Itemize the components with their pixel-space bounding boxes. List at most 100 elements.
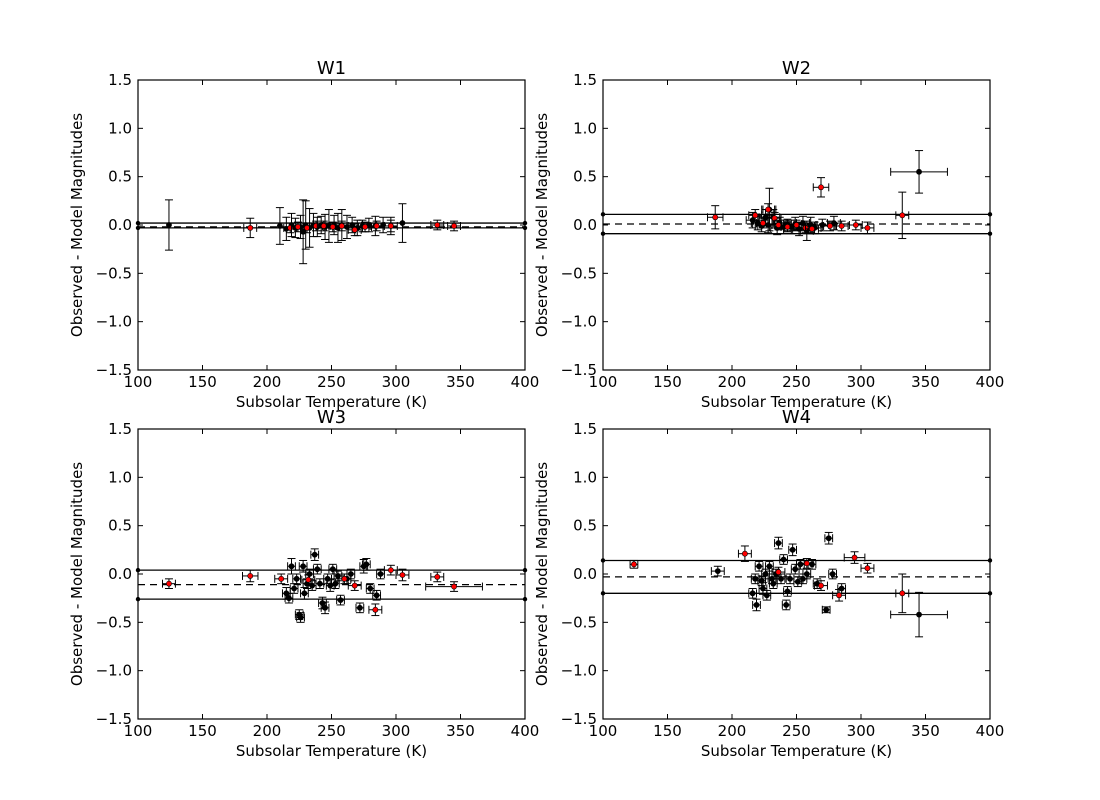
red-marker: [387, 223, 394, 229]
red-data-point: [756, 217, 770, 229]
red-marker: [864, 224, 871, 231]
black-data-point: [300, 587, 309, 600]
black-data-point: [762, 589, 772, 601]
black-data-point: [802, 568, 812, 580]
black-marker: [763, 592, 770, 599]
x-tick-label: 300: [847, 373, 876, 391]
y-tick-label: −1.5: [561, 361, 597, 379]
red-data-point: [629, 559, 639, 569]
red-marker: [818, 582, 824, 589]
red-marker: [771, 215, 778, 222]
y-tick-label: −0.5: [96, 613, 132, 631]
red-data-point: [430, 219, 445, 231]
black-data-point: [315, 578, 325, 589]
black-marker: [838, 585, 845, 592]
red-data-point: [761, 203, 776, 216]
black-marker: [301, 590, 308, 597]
x-tick-label: 400: [976, 722, 1005, 740]
red-marker: [278, 575, 285, 582]
black-data-point: [824, 531, 834, 545]
black-marker: [286, 595, 292, 602]
black-marker: [314, 566, 321, 573]
black-data-point: [292, 573, 302, 585]
red-marker: [451, 583, 457, 590]
black-marker: [399, 220, 406, 226]
black-data-point: [748, 588, 758, 599]
x-tick-label: 250: [782, 722, 811, 740]
data-layer: [138, 199, 525, 265]
red-marker: [372, 606, 379, 613]
x-tick-label: 200: [718, 722, 747, 740]
red-marker: [373, 223, 380, 229]
black-marker: [276, 223, 283, 229]
red-data-point: [430, 571, 445, 583]
red-data-point: [895, 573, 910, 614]
x-tick-label: 150: [188, 373, 217, 391]
y-tick-label: −0.5: [96, 264, 132, 282]
black-marker: [766, 563, 773, 570]
y-tick-label: 1.5: [573, 71, 597, 89]
black-marker: [316, 580, 323, 587]
red-marker: [818, 184, 824, 191]
black-data-point: [361, 558, 371, 571]
black-marker: [344, 224, 350, 230]
red-marker: [793, 222, 800, 228]
red-marker: [864, 565, 871, 572]
black-marker: [297, 614, 304, 621]
black-data-point: [793, 576, 803, 588]
panel-w4: 100 150 200 250 300 350 400 −1.5 −1.0 −0.5 0.0 0.5 1…: [533, 407, 1004, 760]
panel-title: W1: [317, 58, 346, 79]
x-tick-label: 150: [653, 722, 682, 740]
red-marker: [809, 225, 815, 232]
black-marker: [775, 540, 782, 546]
black-marker: [377, 571, 384, 577]
red-marker: [760, 220, 766, 226]
red-data-point: [425, 581, 483, 592]
y-tick-label: 0.5: [573, 168, 597, 186]
red-data-point: [241, 569, 259, 583]
black-data-point: [828, 568, 837, 580]
y-tick-label: 1.5: [108, 71, 132, 89]
black-data-point: [821, 605, 831, 614]
red-marker: [742, 550, 748, 557]
black-marker: [829, 571, 836, 577]
red-marker: [899, 212, 906, 219]
black-marker: [749, 590, 756, 597]
y-tick-label: −1.5: [561, 710, 597, 728]
red-marker: [852, 222, 859, 228]
y-axis-label: Observed - Model Magnitudes: [533, 113, 551, 337]
black-marker: [749, 217, 756, 224]
red-data-point: [274, 573, 289, 585]
red-data-point: [860, 562, 875, 574]
black-marker: [332, 580, 339, 587]
red-data-point: [748, 209, 763, 222]
x-tick-label: 200: [718, 373, 747, 391]
y-tick-label: −1.0: [96, 662, 132, 680]
y-axis-label: Observed - Model Magnitudes: [68, 462, 86, 686]
black-marker: [784, 588, 791, 595]
black-data-point: [336, 594, 345, 606]
y-tick-label: −1.0: [561, 662, 597, 680]
red-marker: [320, 223, 327, 229]
black-data-point: [785, 573, 795, 585]
y-tick-label: −0.5: [561, 613, 597, 631]
black-data-point: [774, 536, 783, 550]
black-marker: [306, 571, 313, 577]
y-tick-label: 1.0: [573, 119, 597, 137]
x-axis-label: Subsolar Temperature (K): [236, 393, 427, 411]
y-tick-label: 0.0: [108, 216, 132, 234]
y-tick-label: 0.0: [573, 565, 597, 583]
black-marker: [367, 585, 374, 592]
red-marker: [434, 222, 441, 228]
data-layer: [138, 548, 525, 623]
x-tick-label: 250: [782, 373, 811, 391]
panel-w1: 100 150 200 250 300 350 400 −1.5 −1.0 −0.5 0.0 0.5 1…: [68, 58, 539, 411]
black-data-point: [328, 563, 338, 575]
black-marker: [714, 568, 721, 574]
black-marker: [780, 556, 787, 563]
red-data-point: [347, 223, 362, 237]
red-data-point: [383, 219, 398, 233]
x-tick-label: 250: [317, 722, 346, 740]
panel-w2: 100 150 200 250 300 350 400 −1.5 −1.0 −0.5 0.0 0.5 1…: [533, 58, 1004, 411]
black-data-point: [754, 560, 764, 572]
